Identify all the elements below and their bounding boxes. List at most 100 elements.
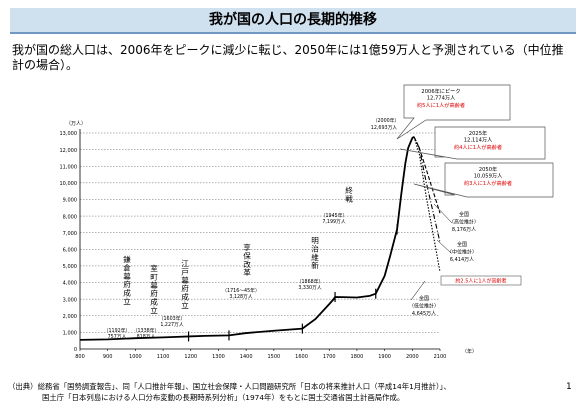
- event-vertical-char: 室: [150, 263, 158, 273]
- y-tick-label: 3,000: [63, 297, 77, 303]
- event-vertical-char: 立: [123, 296, 131, 306]
- x-tick-label: 1500: [267, 354, 280, 360]
- event-value-label: 3,330万人: [298, 285, 322, 291]
- y-tick-label: 4,000: [63, 281, 77, 287]
- page-title: 我が国の人口の長期的推移: [209, 12, 377, 28]
- series-line-low: [413, 136, 441, 272]
- callout-text: 12,774万人: [427, 95, 456, 102]
- series-line-history: [79, 136, 415, 341]
- callout-alert-text: 約5人に1人が高齢者: [417, 101, 465, 109]
- event-vertical-char: 維: [311, 252, 319, 262]
- event-vertical-char: 幕: [123, 271, 131, 281]
- title-bar: 我が国の人口の長期的推移: [10, 8, 576, 34]
- event-year-label: （1716～45年）: [222, 287, 260, 294]
- x-tick-label: 1300: [212, 354, 225, 360]
- x-tick-label: 900: [103, 354, 113, 360]
- y-tick-label: 0: [74, 347, 77, 353]
- event-vertical-char: 成: [123, 288, 131, 298]
- callout-text: 2050年: [479, 165, 497, 173]
- event-vertical-char: 戸: [181, 267, 189, 276]
- event-vertical-char: 府: [123, 279, 131, 289]
- callout-text: 2006年にピーク: [421, 87, 460, 95]
- x-tick-label: 1000: [129, 354, 142, 360]
- callout-alert-text: 約3人に1人が高齢者: [464, 179, 512, 187]
- series-end-label: 6,414万人: [450, 257, 474, 263]
- series-end-label: （中位推計）: [447, 249, 477, 256]
- y-tick-label: 12,000: [60, 148, 78, 154]
- y-tick-label: 6,000: [63, 248, 77, 254]
- event-vertical-char: 新: [311, 260, 319, 270]
- event-value-label: 3,128万人: [229, 294, 253, 300]
- event-vertical-char: 倉: [123, 262, 131, 272]
- event-value-label: 7,199万人: [322, 219, 346, 225]
- event-year-label: （1945年）: [321, 212, 348, 219]
- source-line-2: 国土庁「日本列島における人口分布変動の長期時系列分析」（1974年）をもとに国土…: [42, 393, 405, 402]
- y-tick-label: 7,000: [63, 231, 77, 237]
- y-unit-label: （万人）: [66, 121, 86, 127]
- event-vertical-char: 保: [243, 251, 251, 260]
- event-vertical-char: 治: [311, 243, 319, 253]
- event-vertical-char: 府: [150, 288, 158, 298]
- x-unit-label: （年）: [462, 348, 477, 355]
- leader-line: [436, 239, 452, 254]
- event-vertical-char: 成: [181, 292, 189, 302]
- callout-bubble: [396, 84, 511, 140]
- y-tick-label: 9,000: [63, 198, 77, 204]
- event-vertical-char: 府: [181, 283, 189, 293]
- source-note: （出典）総務省「国勢調査報告」、同「人口推計年報」、国立社会保障・人口問題研究所…: [8, 381, 568, 403]
- event-vertical-char: 幕: [150, 280, 158, 290]
- x-tick-label: 1100: [157, 354, 170, 360]
- x-tick-label: 2000: [406, 354, 419, 360]
- series-end-label: 8,176万人: [452, 227, 476, 233]
- series-end-label: （低位推計）: [409, 303, 439, 310]
- y-tick-label: 8,000: [63, 214, 77, 220]
- callout-text: 12,114万人: [464, 137, 493, 144]
- x-tick-label: 1600: [295, 354, 308, 360]
- series-end-label: 全国: [457, 241, 467, 248]
- y-tick-label: 11,000: [60, 164, 78, 170]
- event-year-label: （1603年）: [159, 315, 186, 322]
- y-tick-label: 1,000: [63, 331, 77, 337]
- lead-text: 我が国の総人口は、2006年をピークに減少に転じ、2050年には1億59万人と予…: [12, 43, 564, 72]
- event-value-label: 757万人: [108, 334, 127, 340]
- source-line-1: （出典）総務省「国勢調査報告」、同「人口推計年報」、国立社会保障・人口問題研究所…: [8, 382, 451, 391]
- leader-line: [410, 280, 426, 301]
- x-tick-label: 800: [75, 354, 85, 360]
- page-number: 1: [566, 382, 572, 392]
- event-vertical-char: 立: [181, 300, 189, 310]
- peak-year-label: （2000年）: [373, 117, 400, 124]
- y-tick-label: 2,000: [63, 314, 77, 320]
- event-vertical-char: 鎌: [123, 254, 131, 264]
- series-end-label: 4,645万人: [412, 311, 436, 317]
- series-end-label: 全国: [419, 295, 429, 302]
- event-vertical-char: 江: [181, 259, 189, 268]
- leader-line: [433, 203, 453, 224]
- event-vertical-char: 終: [345, 185, 353, 195]
- x-tick-label: 1200: [184, 354, 197, 360]
- event-year-label: （1192年）: [104, 327, 131, 334]
- end-alert-text: 約2.5人に1人が高齢者: [455, 278, 506, 285]
- event-vertical-char: 戦: [345, 193, 353, 203]
- event-year-label: （1338年）: [133, 327, 160, 334]
- event-vertical-char: 成: [150, 297, 158, 307]
- callout-text: 10,059万人: [474, 173, 503, 180]
- event-vertical-char: 享: [243, 242, 251, 252]
- event-value-label: 1,227万人: [160, 322, 184, 328]
- event-vertical-char: 改: [243, 259, 251, 269]
- x-tick-label: 1900: [378, 354, 391, 360]
- callout-bubble: [399, 126, 546, 160]
- series-end-label: 全国: [459, 211, 469, 218]
- event-value-label: 818万人: [137, 334, 156, 340]
- callout-alert-text: 約4人に1人が高齢者: [454, 143, 502, 151]
- event-vertical-char: 町: [150, 272, 158, 281]
- event-vertical-char: 革: [243, 267, 251, 277]
- event-vertical-char: 立: [150, 305, 158, 315]
- event-year-label: （1868年）: [297, 278, 324, 285]
- peak-value-label: 12,693万人: [371, 125, 398, 131]
- x-tick-label: 1700: [323, 354, 336, 360]
- callout-bubble: [413, 162, 554, 198]
- series-end-label: （高位推計）: [449, 219, 479, 226]
- y-tick-label: 5,000: [63, 264, 77, 270]
- y-tick-label: 13,000: [60, 131, 78, 137]
- end-alert-box: [440, 275, 522, 286]
